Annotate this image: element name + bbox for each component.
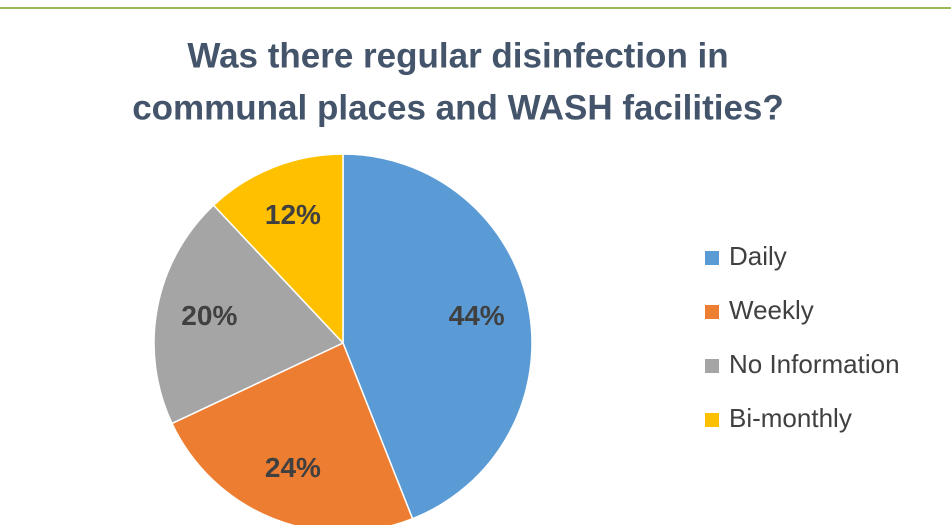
legend-label: Bi-monthly (729, 403, 852, 433)
data-label: 44% (449, 300, 505, 331)
chart-title: Was there regular disinfection in (187, 36, 728, 75)
pie-slice (342, 153, 533, 520)
pie-slice (170, 341, 414, 525)
legend-swatch (705, 305, 719, 319)
data-label: 24% (265, 452, 321, 483)
legend-swatch (705, 413, 719, 427)
data-label: 12% (265, 199, 321, 230)
legend-label: Daily (729, 241, 787, 271)
pie-slice (212, 153, 344, 345)
legend-label: No Information (729, 349, 900, 379)
data-label: 20% (181, 300, 237, 331)
legend-swatch (705, 359, 719, 373)
pie-slice (153, 204, 345, 425)
chart-title: communal places and WASH facilities? (132, 88, 784, 127)
legend-swatch (705, 251, 719, 265)
legend-label: Weekly (729, 295, 814, 325)
